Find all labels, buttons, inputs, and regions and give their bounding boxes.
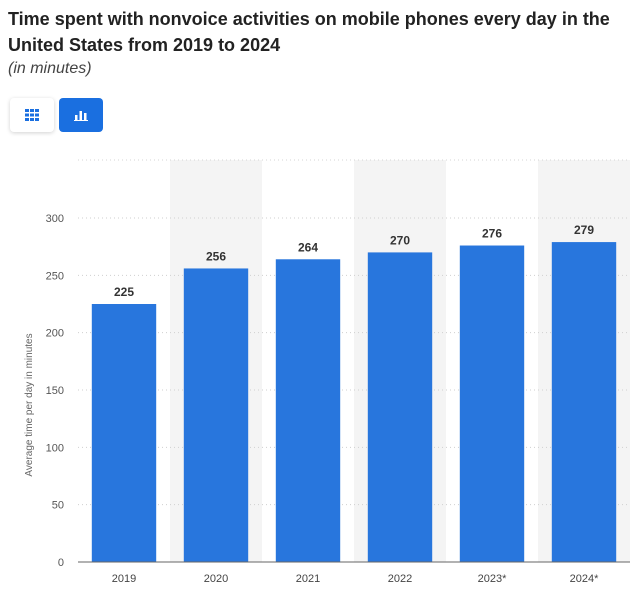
y-tick-label: 200	[46, 328, 64, 340]
bar	[459, 245, 525, 562]
y-tick-label: 250	[46, 270, 64, 282]
data-label: 279	[574, 223, 594, 237]
bar-chart: 0 50 100 150 200 250 300 225 2019 256 2020 264 2021 2…	[24, 159, 630, 585]
x-tick-label: 2023*	[478, 573, 507, 585]
table-view-button[interactable]	[10, 98, 54, 132]
data-label: 264	[298, 240, 318, 254]
x-tick-label: 2022	[388, 573, 412, 585]
bar-chart-icon	[74, 111, 88, 121]
bar	[183, 268, 249, 562]
chart-title: Time spent with nonvoice activities on m…	[8, 9, 610, 55]
x-tick-label: 2024*	[570, 573, 599, 585]
x-tick-label: 2020	[204, 573, 228, 585]
bar	[367, 252, 433, 562]
y-tick-label: 150	[46, 385, 64, 397]
y-tick-label: 0	[58, 557, 64, 569]
bar	[91, 304, 157, 562]
data-label: 276	[482, 227, 502, 241]
y-tick-label: 50	[52, 500, 64, 512]
chart-view-button[interactable]	[59, 98, 103, 132]
data-label: 225	[114, 285, 134, 299]
bar	[275, 259, 341, 562]
x-tick-label: 2021	[296, 573, 320, 585]
y-axis-label: Average time per day in minutes	[24, 333, 35, 476]
data-label: 256	[206, 249, 226, 263]
table-grid-icon	[25, 109, 39, 121]
y-tick-label: 100	[46, 442, 64, 454]
chart-subtitle: (in minutes)	[8, 60, 92, 77]
bar	[551, 242, 617, 562]
x-tick-label: 2019	[112, 573, 136, 585]
y-tick-label: 300	[46, 213, 64, 225]
data-label: 270	[390, 233, 410, 247]
